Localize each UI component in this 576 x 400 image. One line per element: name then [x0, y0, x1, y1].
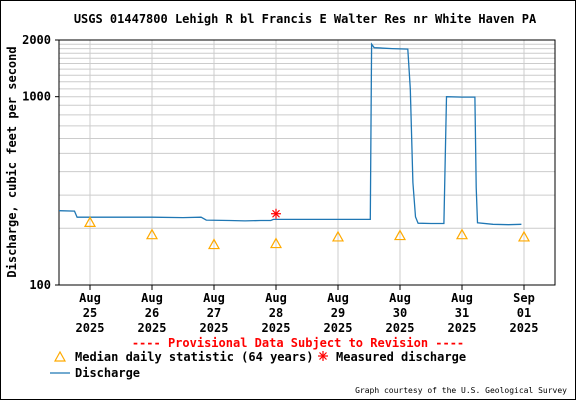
- x-tick-label: 31: [455, 306, 469, 320]
- x-axis-ticks: Aug252025Aug262025Aug272025Aug282025Aug2…: [76, 285, 539, 335]
- median-point: [331, 230, 345, 242]
- x-tick-label: Aug: [389, 291, 411, 305]
- x-tick-label: 2025: [386, 321, 415, 335]
- x-tick-label: 26: [145, 306, 159, 320]
- x-tick-label: Aug: [327, 291, 349, 305]
- median-point: [393, 229, 407, 241]
- y-tick-label: 1000: [22, 90, 51, 104]
- x-tick-label: Aug: [203, 291, 225, 305]
- x-tick-label: 30: [393, 306, 407, 320]
- x-tick-label: 2025: [324, 321, 353, 335]
- measured-asterisk-icon: [318, 351, 328, 361]
- y-axis-label: Discharge, cubic feet per second: [5, 46, 19, 277]
- x-tick-label: 2025: [510, 321, 539, 335]
- legend-measured-label: Measured discharge: [336, 350, 466, 364]
- chart-title: USGS 01447800 Lehigh R bl Francis E Walt…: [74, 12, 537, 26]
- x-tick-label: 25: [83, 306, 97, 320]
- x-tick-label: 01: [517, 306, 531, 320]
- x-tick-label: 2025: [138, 321, 167, 335]
- plot-area: [58, 39, 556, 286]
- x-tick-label: 27: [207, 306, 221, 320]
- median-point: [517, 230, 531, 242]
- x-tick-label: 2025: [448, 321, 477, 335]
- legend-discharge-label: Discharge: [75, 366, 140, 380]
- legend-median-label: Median daily statistic (64 years): [75, 350, 313, 364]
- x-tick-label: 29: [331, 306, 345, 320]
- y-tick-label: 100: [29, 278, 51, 292]
- grid: [59, 40, 555, 285]
- revision-notice: ---- Provisional Data Subject to Revisio…: [132, 336, 464, 350]
- median-point: [455, 228, 469, 240]
- x-tick-label: Aug: [141, 291, 163, 305]
- median-point: [207, 238, 221, 250]
- median-point: [83, 216, 97, 227]
- median-point: [145, 228, 159, 240]
- x-tick-label: 2025: [200, 321, 229, 335]
- x-tick-label: Aug: [79, 291, 101, 305]
- measured-point: [271, 208, 281, 219]
- x-tick-label: Sep: [513, 291, 535, 305]
- y-axis-ticks: 100 1000 2000: [22, 33, 59, 292]
- discharge-series-line: [58, 42, 522, 226]
- median-point: [269, 237, 283, 249]
- x-tick-label: 2025: [76, 321, 105, 335]
- x-tick-label: Aug: [265, 291, 287, 305]
- median-triangle-icon: [53, 350, 67, 362]
- x-tick-label: 28: [269, 306, 283, 320]
- x-tick-label: 2025: [262, 321, 291, 335]
- y-tick-label: 2000: [22, 33, 51, 47]
- credit-text: Graph courtesy of the U.S. Geological Su…: [355, 386, 567, 395]
- x-tick-label: Aug: [451, 291, 473, 305]
- series-layer: [58, 42, 531, 250]
